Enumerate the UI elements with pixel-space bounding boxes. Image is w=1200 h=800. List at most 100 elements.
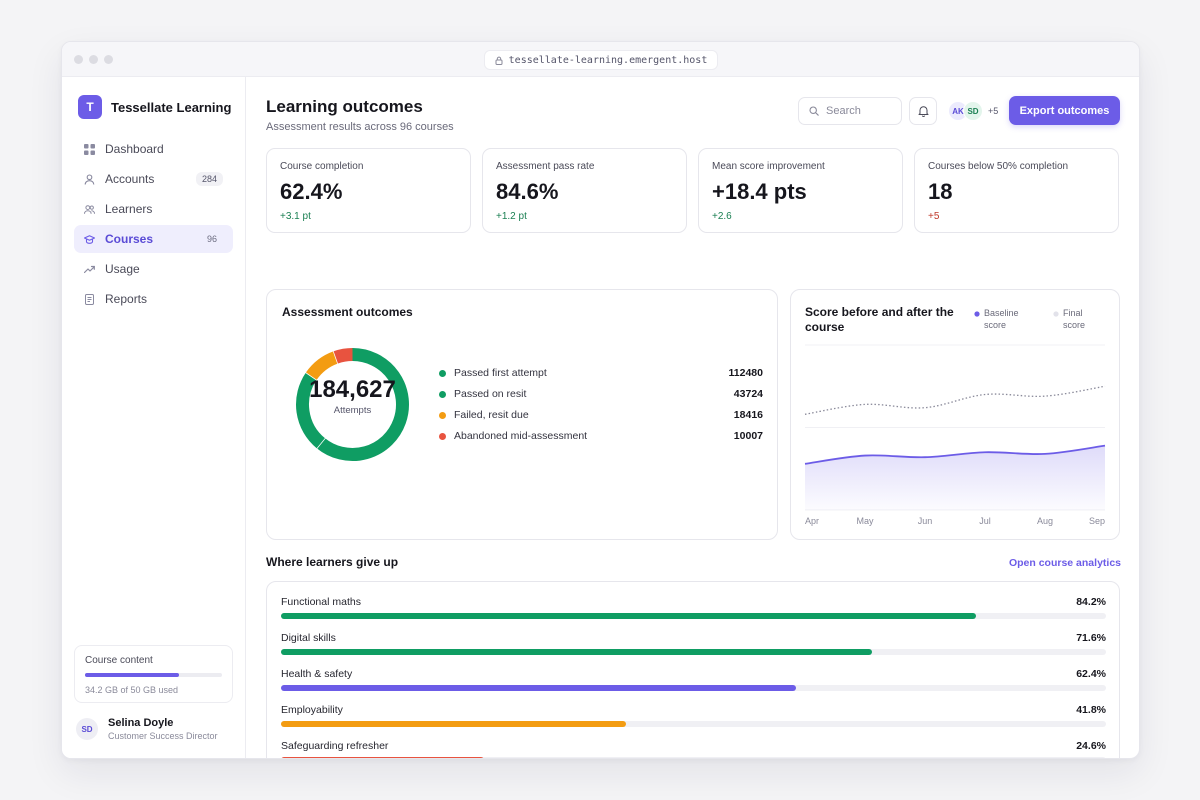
kpi-card-completion: Course completion 62.4% +3.1 pt (266, 148, 471, 233)
dropoff-bar-fill (281, 721, 626, 727)
storage-title: Course content (85, 655, 153, 666)
more-avatars-count: +5 (988, 106, 999, 116)
legend-label: Passed on resit (454, 388, 527, 400)
dropoff-bar-track (281, 613, 1106, 619)
kpi-delta: +5 (928, 211, 940, 222)
users-icon (84, 204, 95, 214)
donut-center: 184,627 Attempts (295, 376, 410, 416)
search-input[interactable]: Search (798, 97, 902, 125)
sidebar-item-learners[interactable]: Learners (74, 195, 233, 223)
export-outcomes-button[interactable]: Export outcomes (1009, 96, 1120, 125)
window-close-dot[interactable] (74, 55, 83, 64)
sidebar-item-dashboard[interactable]: Dashboard (74, 135, 233, 163)
donut-segment[interactable] (296, 372, 326, 449)
x-tick-label: Sep (1089, 516, 1105, 526)
kpi-label: Course completion (280, 161, 364, 172)
dropoff-row[interactable]: Employability 41.8% (281, 704, 1106, 727)
dropoff-row[interactable]: Safeguarding refresher 24.6% (281, 740, 1106, 758)
sidebar-item-label: Courses (105, 232, 154, 246)
donut-segment[interactable] (316, 348, 409, 461)
sidebar-item-courses[interactable]: Courses 96 (74, 225, 233, 253)
sidebar-item-label: Accounts (105, 172, 155, 186)
kpi-label: Courses below 50% completion (928, 161, 1069, 172)
brand-name: Tessellate Learning (111, 99, 232, 115)
grid-icon (84, 143, 95, 155)
sidebar-item-accounts[interactable]: Accounts 284 (74, 165, 233, 193)
dropoff-row[interactable]: Digital skills 71.6% (281, 632, 1106, 655)
legend-label: Abandoned mid-assessment (454, 430, 588, 442)
sidebar-item-reports[interactable]: Reports (74, 285, 233, 313)
legend-dot (439, 432, 446, 440)
dropoff-bar-track (281, 685, 1106, 691)
x-tick-label: May (856, 516, 874, 526)
legend-value: 10007 (733, 430, 763, 442)
browser-window: tessellate-learning.emergent.host T Tess… (61, 41, 1140, 759)
kpi-card-pass-rate: Assessment pass rate 84.6% +1.2 pt (482, 148, 687, 233)
kpi-card-courses-below: Courses below 50% completion 18 +5 (914, 148, 1119, 233)
avatar: SD (76, 718, 98, 740)
legend-label: Baseline score (984, 308, 1019, 330)
section-title: Where learners give up (266, 555, 399, 569)
series-area-baseline (805, 445, 1105, 510)
dropoff-percent: 71.6% (1076, 632, 1106, 644)
document-icon (85, 293, 94, 305)
legend-value: 43724 (733, 388, 763, 400)
sidebar-item-label: Dashboard (105, 142, 164, 156)
legend-value: 18416 (733, 409, 763, 421)
lock-icon (495, 56, 503, 65)
notifications-button[interactable] (909, 97, 937, 125)
legend-baseline: Baseline score (974, 307, 1032, 331)
outcome-legend-row: Failed, resit due 18416 (439, 409, 763, 421)
brand-logo: T (78, 95, 102, 119)
dropoff-percent: 24.6% (1076, 740, 1106, 752)
brand[interactable]: T Tessellate Learning (78, 95, 231, 119)
donut-segment-gap (304, 371, 318, 381)
graduation-cap-icon (84, 234, 95, 244)
dropoff-row[interactable]: Health & safety 62.4% (281, 668, 1106, 691)
series-line-baseline[interactable] (804, 444, 1106, 465)
window-minimize-dot[interactable] (89, 55, 98, 64)
dropoff-percent: 41.8% (1076, 704, 1106, 716)
user-name: Selina Doyle (108, 717, 174, 729)
outcome-legend-row: Passed first attempt 112480 (439, 367, 763, 379)
open-course-analytics-link[interactable]: Open course analytics (1008, 557, 1121, 569)
dropoff-card: Functional maths 84.2% Digital skills 71.6%… (266, 581, 1120, 758)
dropoff-course-label: Digital skills (281, 632, 336, 644)
sidebar-item-usage[interactable]: Usage (74, 255, 233, 283)
legend-label: Passed first attempt (454, 367, 547, 379)
page-subtitle: Assessment results across 96 courses (266, 121, 454, 133)
dropoff-course-label: Employability (281, 704, 343, 716)
window-maximize-dot[interactable] (104, 55, 113, 64)
donut-segment[interactable] (333, 348, 353, 364)
dropoff-bar-fill (281, 685, 796, 691)
kpi-card-score-improvement: Mean score improvement +18.4 pts +2.6 (698, 148, 903, 233)
series-line-final[interactable] (804, 385, 1106, 415)
x-tick-label: Aug (1037, 516, 1053, 526)
user-profile[interactable]: SD Selina Doyle Customer Success Directo… (76, 717, 218, 741)
dropoff-course-label: Health & safety (281, 668, 353, 680)
outcome-legend-row: Passed on resit 43724 (439, 388, 763, 400)
sidebar-item-label: Learners (105, 202, 153, 216)
bell-icon (918, 106, 928, 117)
donut-segment[interactable] (305, 351, 339, 381)
user-icon (84, 173, 95, 185)
kpi-value: +18.4 pts (712, 179, 807, 204)
avatar: SD (963, 101, 983, 121)
address-url: tessellate-learning.emergent.host (508, 54, 708, 66)
kpi-value: 18 (928, 179, 953, 204)
legend-dot (439, 390, 446, 398)
storage-used-label: 34.2 GB of 50 GB used (85, 685, 179, 695)
dropoff-percent: 84.2% (1076, 596, 1106, 608)
collaborator-avatars[interactable]: AK SD +5 (948, 101, 998, 121)
dropoff-course-label: Functional maths (281, 596, 361, 608)
kpi-label: Mean score improvement (712, 161, 825, 172)
kpi-value: 84.6% (496, 179, 559, 204)
donut-total-label: Attempts (333, 405, 372, 416)
address-bar[interactable]: tessellate-learning.emergent.host (484, 50, 718, 70)
legend-dot (1053, 311, 1059, 317)
storage-card: Course content 34.2 GB of 50 GB used (74, 645, 233, 703)
x-tick-label: Jun (918, 516, 933, 526)
donut-total: 184,627 (309, 376, 396, 403)
dropoff-row[interactable]: Functional maths 84.2% (281, 596, 1106, 619)
x-tick-label: Apr (805, 516, 819, 526)
